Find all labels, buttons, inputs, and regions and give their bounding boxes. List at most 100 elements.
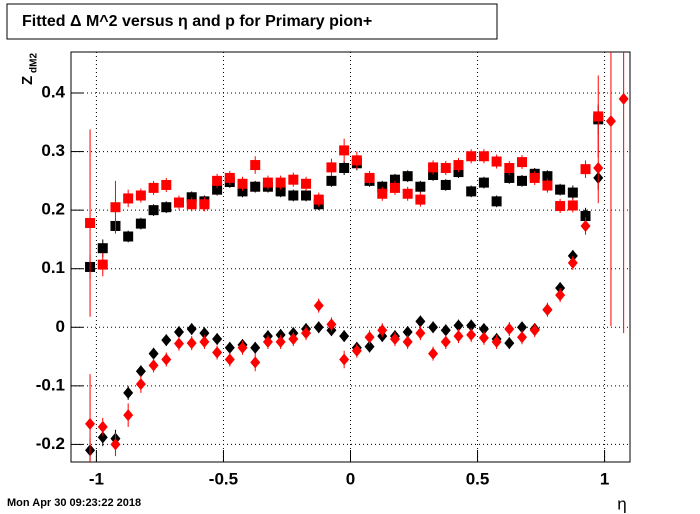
marker (199, 335, 210, 348)
marker (428, 162, 439, 173)
marker (275, 186, 286, 197)
x-label: η (617, 494, 626, 513)
marker (415, 315, 426, 328)
chart-title: Fitted Δ M^2 versus η and p for Primary … (22, 13, 372, 30)
marker (237, 341, 248, 354)
marker (402, 171, 413, 182)
y-tick-label: 0.3 (41, 141, 65, 160)
marker (262, 177, 273, 188)
marker (97, 243, 108, 254)
y-tick-label: 0.2 (41, 200, 65, 219)
marker (428, 347, 439, 360)
marker (313, 299, 324, 312)
marker (135, 365, 146, 378)
marker (529, 324, 540, 337)
marker (212, 346, 223, 359)
marker (440, 335, 451, 348)
marker (135, 190, 146, 201)
marker (173, 197, 184, 208)
marker (364, 331, 375, 344)
marker (517, 331, 528, 344)
marker (542, 180, 553, 191)
marker (339, 353, 350, 366)
marker (326, 162, 337, 173)
marker (326, 175, 337, 186)
marker (504, 172, 515, 183)
marker (97, 431, 108, 444)
x-tick-label: 0 (346, 469, 355, 488)
marker (389, 182, 400, 193)
marker (288, 174, 299, 185)
marker (212, 333, 223, 345)
marker (326, 318, 337, 331)
timestamp: Mon Apr 30 09:23:22 2018 (7, 497, 141, 509)
x-tick-label: -1 (89, 469, 104, 488)
y-tick-label: 0.1 (41, 258, 65, 277)
marker (250, 160, 261, 171)
marker (542, 171, 553, 182)
marker (339, 145, 350, 156)
marker (313, 194, 324, 205)
marker (491, 156, 502, 167)
marker (415, 327, 426, 340)
marker (339, 330, 350, 343)
marker (466, 186, 477, 197)
marker (224, 353, 235, 366)
marker (364, 340, 375, 353)
marker (97, 420, 108, 433)
marker (593, 111, 604, 122)
marker (237, 178, 248, 189)
marker (491, 335, 502, 348)
marker (339, 162, 350, 173)
y-label-sub: dM2 (29, 53, 40, 73)
marker (186, 337, 197, 350)
title-box (6, 3, 498, 40)
marker (123, 386, 134, 399)
marker (110, 202, 121, 213)
marker (504, 323, 515, 336)
marker (85, 218, 96, 229)
y-tick-label: 0 (56, 317, 65, 336)
marker (567, 187, 578, 198)
marker (517, 157, 528, 168)
marker (478, 151, 489, 162)
marker (428, 170, 439, 180)
marker (529, 172, 540, 183)
marker (478, 177, 489, 188)
marker (593, 161, 604, 174)
marker (402, 335, 413, 348)
marker (313, 321, 324, 334)
x-tick-label: -0.5 (209, 469, 238, 488)
marker (224, 172, 235, 183)
y-axis-label: Z dM2 (19, 53, 40, 85)
marker (389, 333, 400, 345)
marker (237, 186, 248, 197)
marker (250, 356, 261, 369)
marker (123, 409, 134, 422)
marker (555, 184, 566, 195)
marker (580, 208, 591, 221)
marker (491, 196, 502, 207)
marker (466, 151, 477, 162)
x-tick-label: 1 (600, 469, 609, 488)
marker (301, 190, 312, 201)
marker (542, 303, 553, 316)
marker (212, 175, 223, 186)
marker (453, 330, 464, 343)
marker (415, 194, 426, 205)
marker (605, 115, 616, 128)
marker (212, 184, 223, 195)
marker (173, 325, 184, 338)
marker (402, 188, 413, 199)
marker (250, 341, 261, 354)
marker (161, 179, 172, 190)
marker (262, 335, 273, 348)
marker (517, 175, 528, 186)
marker (478, 331, 489, 344)
marker (123, 193, 134, 204)
marker (148, 359, 159, 372)
marker (135, 378, 146, 391)
marker (389, 174, 400, 185)
marker (377, 188, 388, 199)
x-tick-label: 0.5 (466, 469, 490, 488)
